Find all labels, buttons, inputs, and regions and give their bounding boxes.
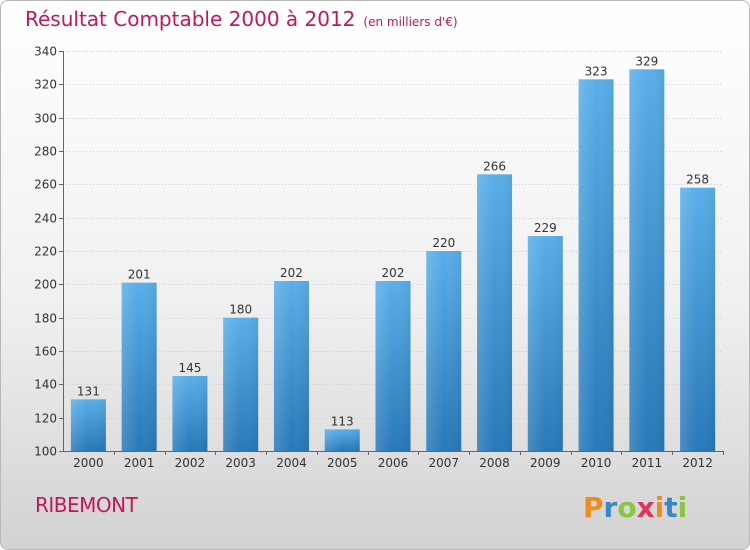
proxiti-logo: Proxiti xyxy=(583,491,687,524)
bar-value-label: 145 xyxy=(178,361,201,375)
commune-name: RIBEMONT xyxy=(35,493,138,517)
bar-shine xyxy=(223,317,259,451)
bar-value-label: 131 xyxy=(77,384,100,398)
bar-value-label: 202 xyxy=(280,266,303,280)
y-tick-label: 200 xyxy=(34,278,57,292)
bar-value-label: 202 xyxy=(382,266,405,280)
x-tick-label: 2009 xyxy=(530,456,561,470)
chart-title-text: Résultat Comptable 2000 à 2012 xyxy=(25,7,356,31)
bar-shine xyxy=(426,251,462,451)
logo-letter: i xyxy=(678,491,688,524)
logo-letter: P xyxy=(583,491,604,524)
bar-value-label: 201 xyxy=(128,268,151,282)
bar-shine xyxy=(121,282,157,451)
bar-shine xyxy=(70,399,106,451)
bar-value-label: 266 xyxy=(483,159,506,173)
chart-title: Résultat Comptable 2000 à 2012 (en millie… xyxy=(25,7,458,31)
bar-shine xyxy=(324,429,360,451)
x-tick-label: 2006 xyxy=(378,456,409,470)
bar-value-label: 180 xyxy=(229,303,252,317)
y-tick-label: 300 xyxy=(34,112,57,126)
bar-value-label: 258 xyxy=(686,173,709,187)
y-tick-label: 240 xyxy=(34,212,57,226)
bar-value-label: 323 xyxy=(585,64,608,78)
x-axis: 2000 2001 2002 2003 2004 2005 2006 2007 2008 2009… xyxy=(63,451,724,470)
y-tick-label: 220 xyxy=(34,245,57,259)
bar-shine xyxy=(477,174,513,452)
chart-subtitle: (en milliers d'€) xyxy=(363,15,458,29)
x-tick-label: 2012 xyxy=(682,456,713,470)
y-tick-label: 340 xyxy=(34,45,57,59)
x-tick-label: 2004 xyxy=(276,456,307,470)
x-tick-label: 2007 xyxy=(428,456,459,470)
bar-shine xyxy=(527,236,563,451)
bars-group: 131 201 145 180 202 113 202 220 266 229 323 329 258 xyxy=(70,54,716,452)
y-tick-label: 180 xyxy=(34,312,57,326)
svg-text:Proxiti: Proxiti xyxy=(583,491,687,524)
y-tick-label: 320 xyxy=(34,78,57,92)
y-tick-label: 100 xyxy=(34,445,57,459)
bar-shine xyxy=(680,187,716,451)
logo-letter: r xyxy=(604,491,618,524)
x-tick-label: 2002 xyxy=(175,456,206,470)
logo-letter: t xyxy=(664,491,677,524)
x-tick-label: 2001 xyxy=(124,456,155,470)
bar-value-label: 329 xyxy=(635,54,658,68)
bar-shine xyxy=(172,376,208,451)
logo-letter: o xyxy=(617,491,636,524)
x-tick-label: 2011 xyxy=(632,456,663,470)
x-tick-label: 2008 xyxy=(479,456,510,470)
y-tick-label: 140 xyxy=(34,378,57,392)
x-tick-label: 2000 xyxy=(73,456,104,470)
y-tick-label: 160 xyxy=(34,345,57,359)
bar-shine xyxy=(629,69,665,451)
bar-shine xyxy=(578,79,614,451)
logo-letter: i xyxy=(655,491,665,524)
bar-value-label: 220 xyxy=(432,236,455,250)
y-tick-label: 120 xyxy=(34,412,57,426)
bar-shine xyxy=(375,281,411,451)
y-tick-label: 260 xyxy=(34,178,57,192)
bar-value-label: 229 xyxy=(534,221,557,235)
y-tick-label: 280 xyxy=(34,145,57,159)
bar-value-label: 113 xyxy=(331,414,354,428)
logo-letter: x xyxy=(637,491,655,524)
x-tick-label: 2005 xyxy=(327,456,358,470)
bar-shine xyxy=(273,281,309,451)
x-tick-label: 2003 xyxy=(225,456,256,470)
y-axis: 100 120 140 160 180 200 220 240 260 280 300 320 340 xyxy=(34,45,64,459)
x-tick-label: 2010 xyxy=(581,456,612,470)
